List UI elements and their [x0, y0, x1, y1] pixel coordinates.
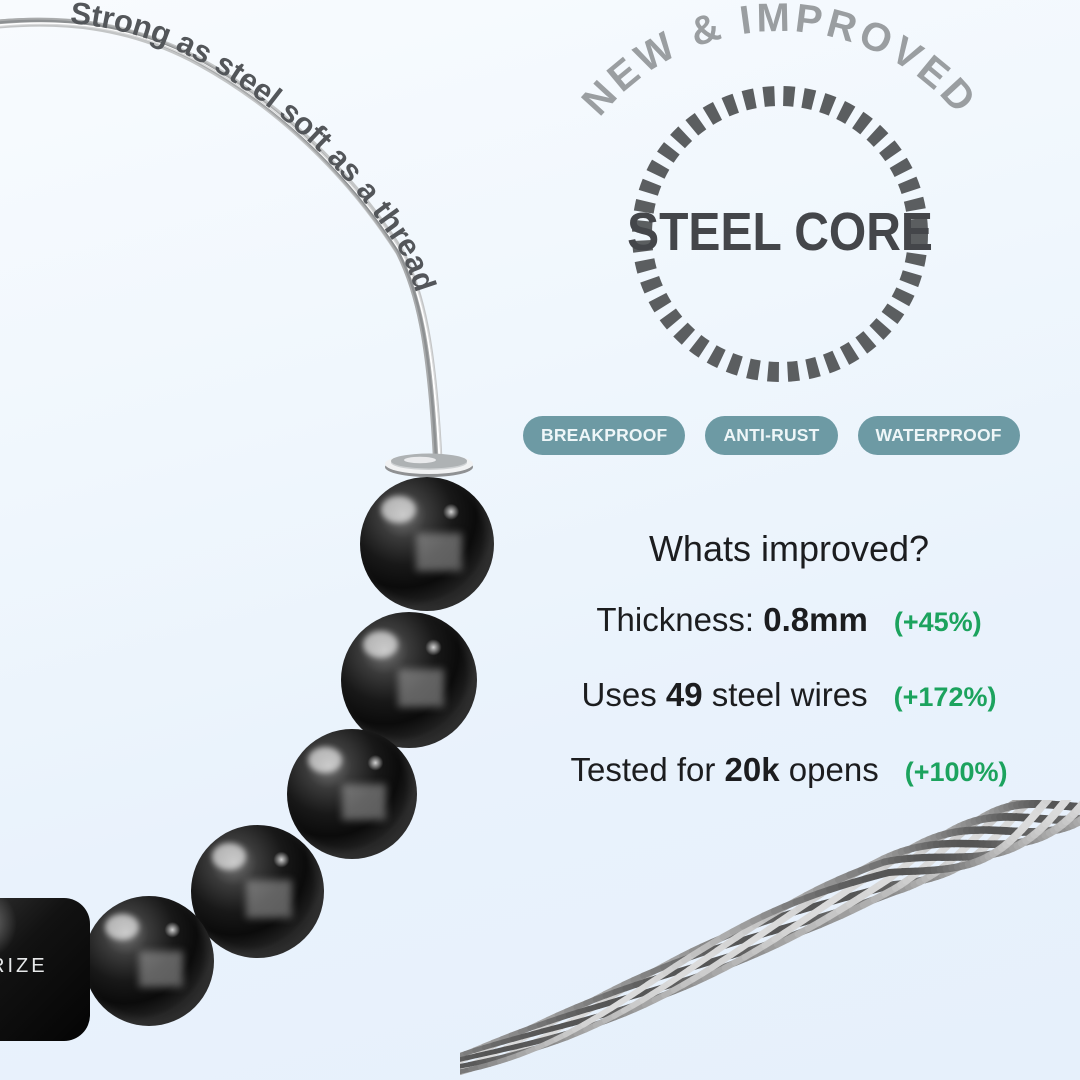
- svg-text:STEEL CORE: STEEL CORE: [627, 201, 933, 261]
- svg-text:NEW & IMPROVED: NEW & IMPROVED: [574, 0, 987, 124]
